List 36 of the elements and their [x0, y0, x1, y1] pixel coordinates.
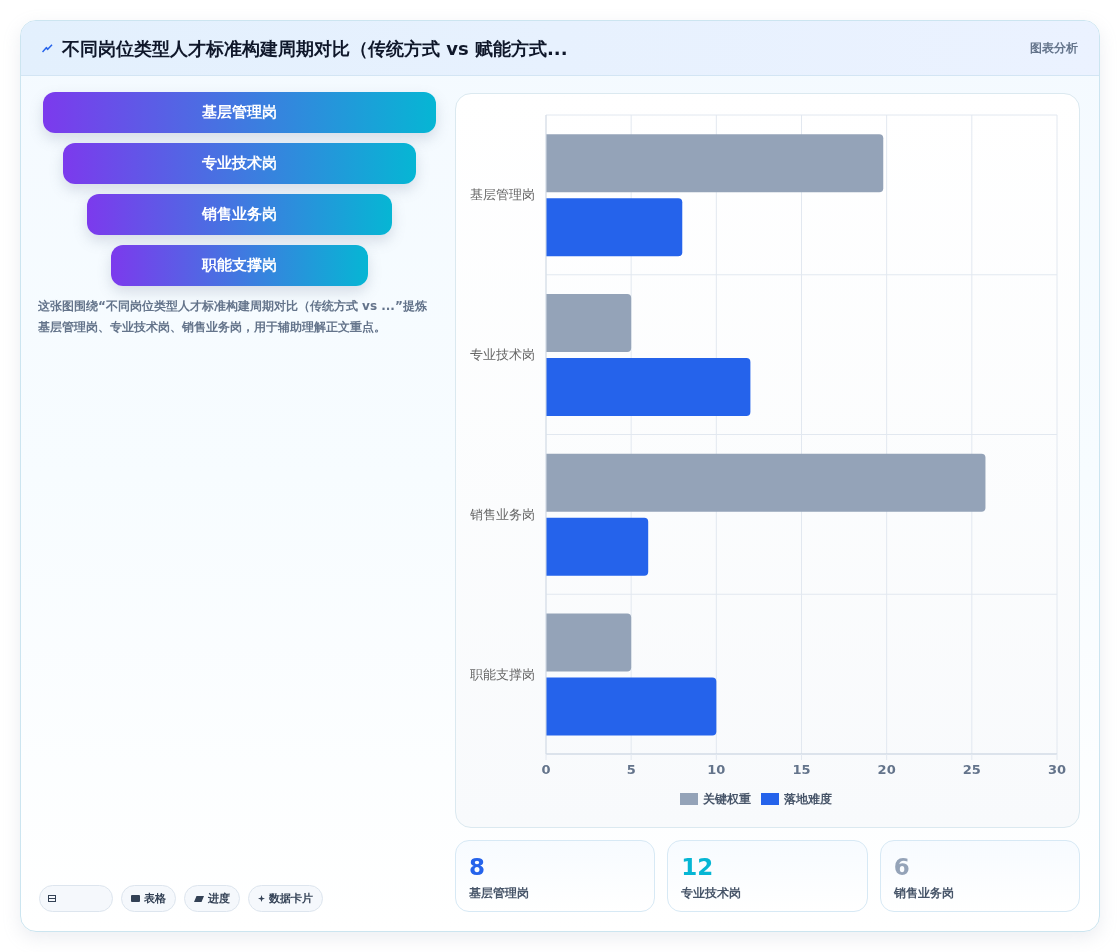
bar [546, 134, 884, 193]
text: 不同岗位类型人才标准构建周期对比（传统方式 vs 赋能方式... [62, 38, 568, 59]
text: 进度 [208, 891, 230, 906]
category-label: 职能支撑岗 [202, 256, 277, 275]
bar [546, 613, 632, 672]
category-label: 销售业务岗 [202, 205, 277, 224]
legend-label: 落地难度 [784, 791, 832, 806]
bar [546, 357, 751, 416]
x-tick-label: 10 [707, 762, 726, 778]
data-label: 12 [681, 853, 715, 882]
x-tick-label: 5 [626, 762, 636, 778]
legend-label: 关键权重 [703, 791, 751, 806]
data-label: 6 [893, 853, 911, 882]
x-tick-label: 25 [962, 762, 981, 778]
bar [546, 198, 683, 257]
y-tick-label: 基层管理岗 [470, 187, 535, 203]
text: 表格 [144, 891, 166, 906]
x-tick-label: 0 [541, 762, 551, 778]
category-label: 销售业务岗 [893, 886, 954, 900]
x-tick-label: 15 [792, 762, 811, 778]
bar [546, 453, 986, 512]
bar [546, 293, 632, 352]
text: 数据卡片 [269, 891, 313, 906]
y-tick-label: 销售业务岗 [469, 506, 535, 522]
category-label: 专业技术岗 [681, 886, 742, 900]
category-label: 基层管理岗 [202, 103, 277, 122]
x-tick-label: 20 [877, 762, 896, 778]
category-label: 专业技术岗 [202, 154, 277, 173]
bar [546, 677, 717, 736]
bar [546, 517, 649, 576]
text: 这张图围绕“不同岗位类型人才标准构建周期对比（传统方式 vs ...”提炼基层管理岗、专业技术岗、销售业务岗，用于辅助理解正文重点。 [38, 299, 427, 334]
text: 图表分析 [1030, 41, 1078, 55]
x-tick-label: 30 [1047, 762, 1067, 778]
y-tick-label: 职能支撑岗 [470, 666, 535, 682]
y-tick-label: 专业技术岗 [470, 347, 535, 363]
data-label: 8 [469, 853, 486, 882]
